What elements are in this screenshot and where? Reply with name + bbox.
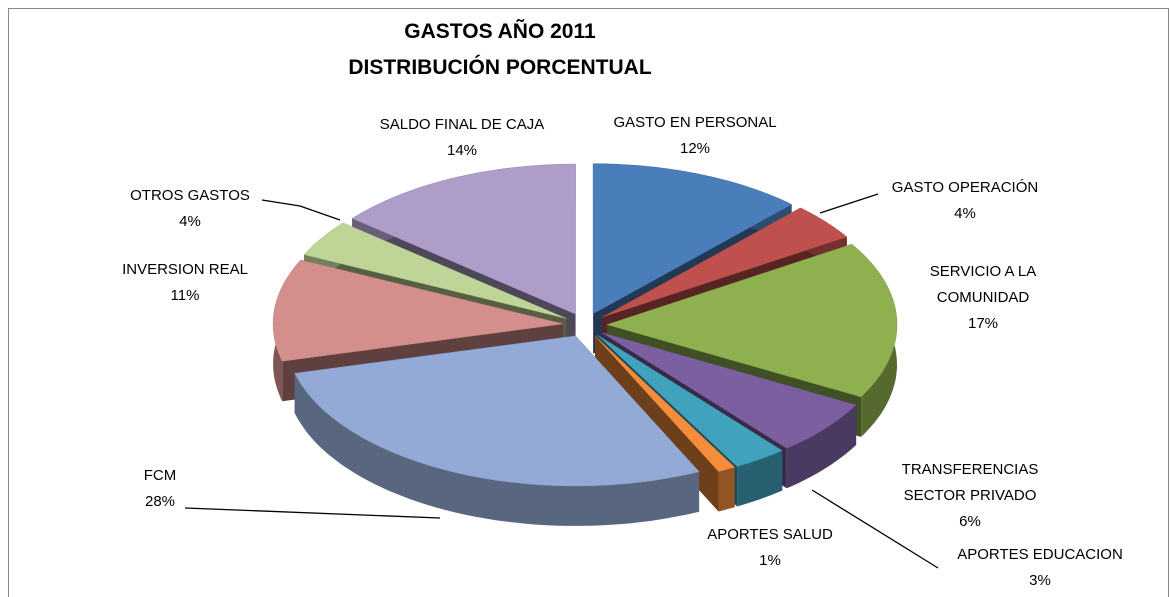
leader-lines — [184, 193, 939, 569]
slice-top — [294, 335, 700, 487]
category-name: INVERSION REAL — [122, 261, 248, 278]
slice-top — [303, 222, 567, 319]
slice-top — [594, 335, 736, 472]
category-name: SERVICIO A LA COMUNIDAD — [929, 263, 1037, 306]
slice-label: GASTO EN PERSONAL 12% — [595, 110, 795, 162]
slice-top — [601, 207, 848, 318]
slice-label: TRANSFERENCIAS SECTOR PRIVADO 6% — [885, 457, 1055, 535]
category-name: GASTO EN PERSONAL — [613, 114, 777, 131]
value-label: 4% — [954, 205, 976, 222]
category-name: TRANSFERENCIAS SECTOR PRIVADO — [901, 461, 1039, 504]
slice-top — [597, 334, 783, 467]
category-name: OTROS GASTOS — [130, 187, 250, 204]
leader-line — [184, 507, 441, 519]
slice-label: GASTO OPERACIÓN 4% — [865, 175, 1065, 227]
leader-line — [819, 193, 879, 214]
value-label: 28% — [144, 493, 176, 510]
pie — [272, 163, 898, 526]
leader-line — [261, 199, 341, 221]
leader-line — [811, 489, 939, 569]
slice-label: OTROS GASTOS 4% — [90, 183, 290, 235]
slice-side — [786, 405, 857, 489]
slice-top — [601, 332, 857, 449]
slice-label: APORTES SALUD 1% — [670, 522, 870, 574]
chart-title: GASTOS AÑO 2011 — [404, 20, 596, 43]
value-label: 6% — [959, 513, 981, 530]
slice-top — [272, 259, 564, 362]
slice-label: SALDO FINAL DE CAJA 14% — [342, 112, 582, 164]
category-name: SALDO FINAL DE CAJA — [379, 116, 545, 133]
slice — [294, 335, 700, 526]
category-name: APORTES SALUD — [707, 526, 833, 543]
category-name: GASTO OPERACIÓN — [891, 179, 1039, 196]
slice-label: APORTES EDUCACION 3% — [930, 542, 1150, 594]
category-name: APORTES EDUCACION — [957, 546, 1123, 563]
value-label: 4% — [179, 213, 201, 230]
value-label: 14% — [446, 142, 478, 159]
slice-side — [294, 373, 700, 526]
chart-subtitle: DISTRIBUCIÓN PORCENTUAL — [348, 56, 652, 79]
slice-label: SERVICIO A LA COMUNIDAD 17% — [903, 259, 1063, 337]
slice-label: INVERSION REAL 11% — [85, 257, 285, 309]
value-label: 3% — [1029, 572, 1051, 589]
value-label: 11% — [170, 287, 200, 304]
value-label: 1% — [759, 552, 781, 569]
slice-top — [606, 243, 898, 398]
category-name: FCM — [143, 467, 177, 484]
slice-side — [718, 467, 735, 512]
slice-top — [351, 163, 576, 315]
value-label: 17% — [967, 315, 999, 332]
value-label: 12% — [679, 140, 711, 157]
slice-top — [592, 163, 793, 315]
slice-label: FCM 28% — [110, 463, 210, 515]
slice-side — [737, 450, 783, 507]
